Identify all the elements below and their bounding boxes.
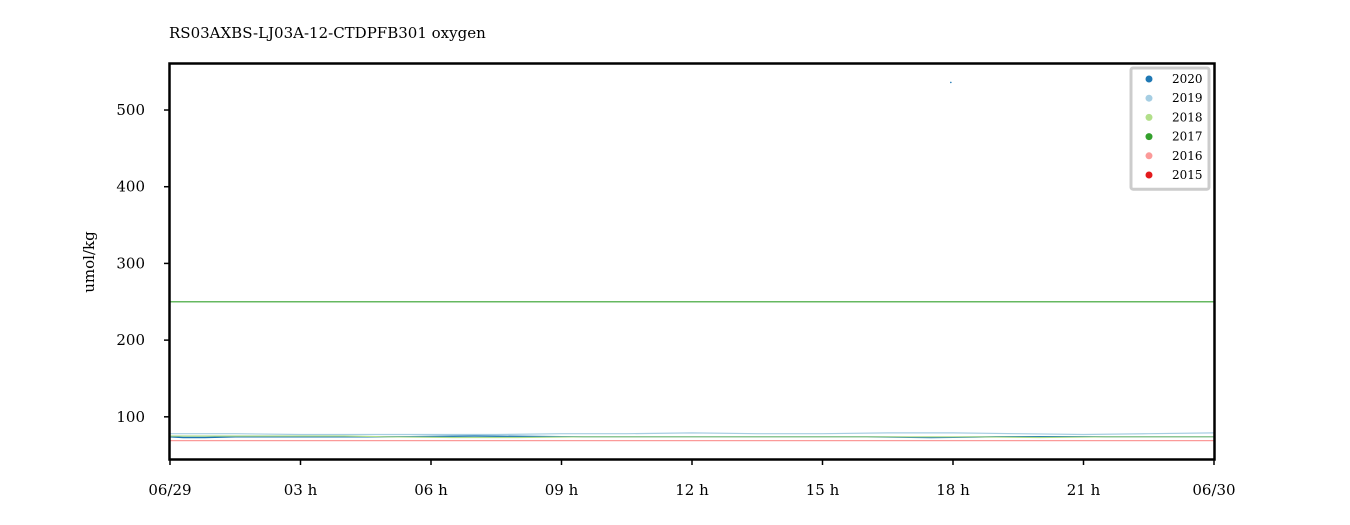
x-tick-label-6: 18 h [936, 481, 970, 499]
legend-marker-2018 [1145, 113, 1153, 121]
y-axis-label: umol/kg [80, 231, 98, 293]
legend: 2020 2019 2018 2017 2016 2015 [1129, 66, 1211, 191]
x-tick-label-7: 21 h [1067, 481, 1101, 499]
chart-title: RS03AXBS-LJ03A-12-CTDPFB301 oxygen [169, 24, 486, 42]
legend-marker-2016 [1145, 152, 1153, 160]
y-tick-label-1: 200 [116, 331, 145, 349]
series-line-2019 [170, 432, 1215, 436]
legend-label-2016: 2016 [1172, 149, 1203, 163]
legend-label-2020: 2020 [1172, 72, 1203, 86]
x-tick-label-1: 03 h [284, 481, 318, 499]
legend-label-2015: 2015 [1172, 168, 1203, 182]
series-line-2018 [170, 435, 1214, 439]
y-tick-label-2: 300 [116, 254, 145, 272]
y-tick-label-0: 100 [116, 408, 145, 426]
x-tick-label-8: 06/30 [1192, 481, 1235, 499]
x-tick-label-2: 06 h [414, 481, 448, 499]
axis-ticks: 06/29 03 h 06 h 09 h 12 h 15 h 18 h 21 h 06/30 10… [116, 101, 1235, 499]
plot-area [169, 81, 1215, 442]
legend-label-2017: 2017 [1172, 130, 1203, 144]
x-tick-label-3: 09 h [545, 481, 579, 499]
x-tick-label-0: 06/29 [148, 481, 191, 499]
legend-marker-2020 [1145, 75, 1153, 83]
legend-label-2018: 2018 [1172, 110, 1203, 124]
x-tick-label-5: 15 h [806, 481, 840, 499]
y-tick-label-3: 400 [116, 178, 145, 196]
y-tick-label-4: 500 [116, 101, 145, 119]
legend-marker-2017 [1145, 133, 1153, 141]
outlier-point-0 [950, 81, 952, 84]
legend-label-2019: 2019 [1172, 91, 1203, 105]
legend-marker-2015 [1145, 171, 1153, 179]
legend-marker-2019 [1145, 94, 1153, 102]
x-tick-label-4: 12 h [675, 481, 709, 499]
plot-frame [168, 62, 1216, 461]
